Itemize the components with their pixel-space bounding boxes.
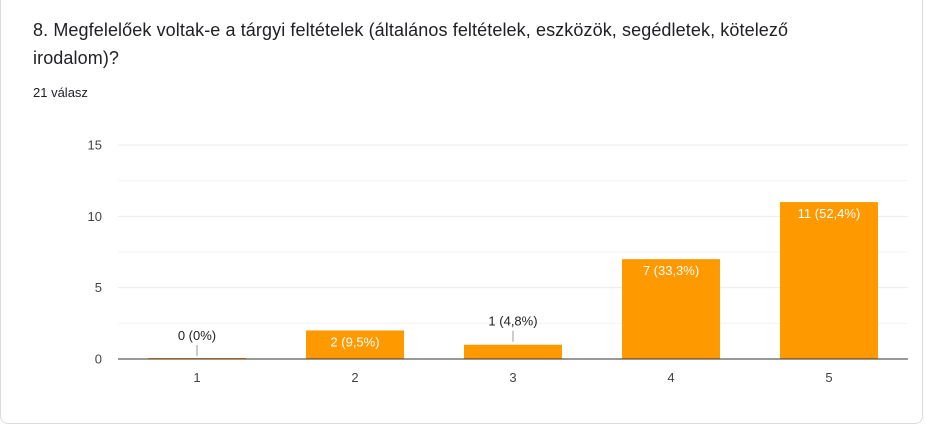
response-count: 21 válasz bbox=[33, 85, 88, 100]
data-label: 1 (4,8%) bbox=[488, 314, 537, 329]
data-label: 2 (9,5%) bbox=[330, 334, 379, 349]
bar bbox=[780, 202, 878, 359]
y-tick-label: 10 bbox=[88, 209, 102, 224]
x-tick-label: 3 bbox=[509, 370, 516, 385]
bar bbox=[306, 330, 404, 359]
x-tick-label: 4 bbox=[667, 370, 674, 385]
x-tick-label: 1 bbox=[193, 370, 200, 385]
y-tick-label: 15 bbox=[88, 138, 102, 153]
question-title: 8. Megfelelőek voltak-e a tárgyi feltéte… bbox=[33, 20, 789, 68]
y-tick-label: 5 bbox=[95, 280, 102, 295]
x-tick-label: 2 bbox=[351, 370, 358, 385]
bar bbox=[622, 259, 720, 359]
data-label: 7 (33,3%) bbox=[643, 263, 699, 278]
x-tick-label: 5 bbox=[825, 370, 832, 385]
y-tick-label: 0 bbox=[95, 352, 102, 367]
data-label: 0 (0%) bbox=[178, 328, 216, 343]
data-label: 11 (52,4%) bbox=[798, 206, 861, 221]
bar bbox=[464, 344, 562, 359]
